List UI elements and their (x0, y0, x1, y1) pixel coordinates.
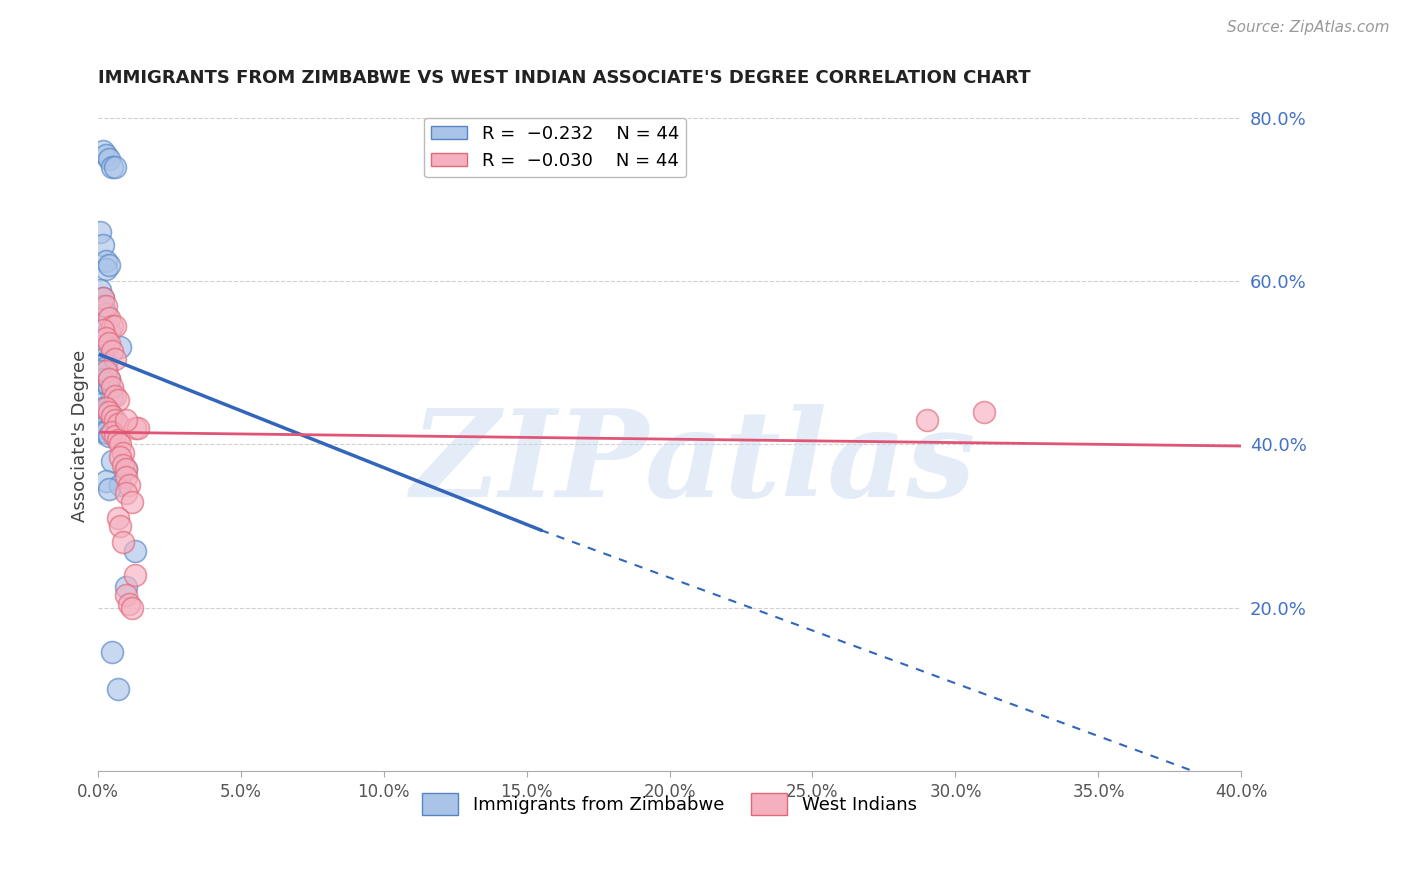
Point (91, 425, 114, 440)
Point (94, 331, 117, 345)
Point (104, 413, 127, 427)
Point (121, 494, 143, 508)
Point (107, 434, 129, 448)
Point (94, 401, 117, 415)
Point (104, 388, 127, 402)
Point (101, 409, 124, 423)
Point (89, 421, 111, 435)
Point (91, 291, 114, 305)
Point (98, 372, 121, 386)
Point (101, 645, 124, 659)
Point (94, 425, 117, 440)
Point (91, 401, 114, 415)
Point (115, 462, 138, 476)
Point (101, 380, 124, 394)
Point (89, 340, 111, 354)
Point (101, 425, 124, 440)
Point (98, 323, 121, 337)
Point (107, 392, 129, 407)
Point (89, 226, 111, 240)
Point (104, 160, 127, 174)
Point (94, 474, 117, 488)
Y-axis label: Associate's Degree: Associate's Degree (72, 351, 89, 523)
Point (98, 483, 121, 497)
Point (107, 682, 129, 697)
Point (91, 372, 114, 386)
Text: Source: ZipAtlas.com: Source: ZipAtlas.com (1226, 20, 1389, 35)
Point (91, 237, 114, 252)
Point (115, 413, 138, 427)
Point (98, 380, 121, 394)
Point (118, 478, 141, 492)
Point (98, 258, 121, 272)
Point (915, 413, 938, 427)
Point (104, 319, 127, 334)
Point (121, 600, 143, 615)
Point (110, 478, 132, 492)
Point (101, 409, 124, 423)
Point (94, 254, 117, 268)
Point (98, 372, 121, 386)
Point (91, 323, 114, 337)
Point (973, 405, 995, 419)
Point (89, 283, 111, 297)
Point (104, 429, 127, 443)
Text: ZIPatlas: ZIPatlas (409, 404, 976, 523)
Point (94, 148, 117, 162)
Point (115, 462, 138, 476)
Point (101, 454, 124, 468)
Point (107, 417, 129, 431)
Point (94, 299, 117, 313)
Point (94, 359, 117, 374)
Point (101, 319, 124, 334)
Point (91, 351, 114, 366)
Point (94, 307, 117, 321)
Point (101, 388, 124, 402)
Point (112, 445, 135, 459)
Point (118, 597, 141, 611)
Point (98, 429, 121, 443)
Point (94, 262, 117, 277)
Point (98, 152, 121, 166)
Point (124, 568, 146, 582)
Point (112, 458, 135, 472)
Legend: Immigrants from Zimbabwe, West Indians: Immigrants from Zimbabwe, West Indians (415, 785, 924, 822)
Point (91, 144, 114, 158)
Point (98, 311, 121, 326)
Point (91, 299, 114, 313)
Point (94, 356, 117, 370)
Point (115, 486, 138, 500)
Point (110, 437, 132, 451)
Point (98, 335, 121, 350)
Point (101, 160, 124, 174)
Point (94, 405, 117, 419)
Point (91, 348, 114, 362)
Point (89, 364, 111, 378)
Point (91, 291, 114, 305)
Point (94, 364, 117, 378)
Text: IMMIGRANTS FROM ZIMBABWE VS WEST INDIAN ASSOCIATE'S DEGREE CORRELATION CHART: IMMIGRANTS FROM ZIMBABWE VS WEST INDIAN … (97, 69, 1031, 87)
Point (115, 470, 138, 484)
Point (107, 511, 129, 525)
Point (124, 421, 146, 435)
Point (94, 376, 117, 391)
Point (89, 397, 111, 411)
Point (124, 543, 146, 558)
Point (101, 343, 124, 358)
Point (127, 421, 149, 435)
Point (112, 535, 135, 549)
Point (110, 450, 132, 464)
Point (110, 340, 132, 354)
Point (115, 588, 138, 602)
Point (115, 580, 138, 594)
Point (110, 519, 132, 533)
Point (104, 351, 127, 366)
Point (98, 405, 121, 419)
